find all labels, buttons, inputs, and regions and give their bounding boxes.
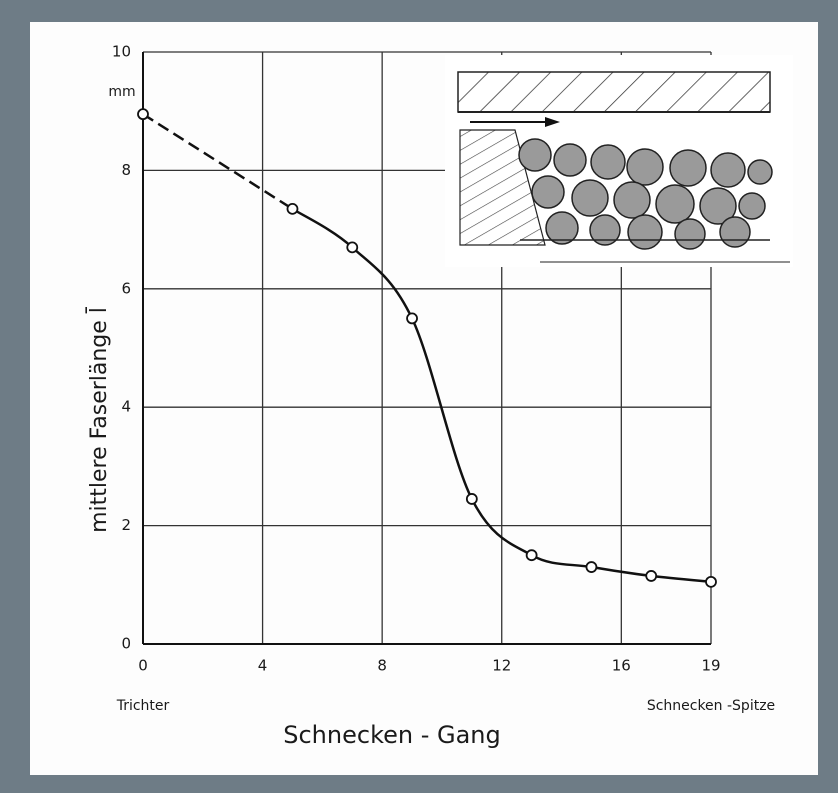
x-tick-label: 19 (701, 657, 720, 675)
data-point (465, 493, 478, 505)
x-tick-label: 16 (612, 657, 631, 675)
y-tick-label: 10 (112, 43, 131, 61)
data-point (346, 241, 359, 254)
y-unit: mm (108, 84, 135, 100)
y-tick-label: 6 (121, 279, 131, 297)
x-end-label: Schnecken -Spitze (647, 698, 775, 714)
data-point (286, 202, 299, 215)
x-tick-label: 8 (377, 657, 387, 675)
x-start-label: Trichter (116, 698, 170, 714)
data-point (645, 570, 658, 582)
inset-drawing (445, 55, 793, 267)
x-axis-label: Schnecken - Gang (283, 721, 501, 749)
x-tick-label: 4 (258, 657, 268, 675)
line-solid (291, 207, 712, 584)
y-tick-label: 2 (121, 516, 131, 534)
data-point (525, 549, 538, 562)
line-dashed (142, 113, 294, 210)
data-point (406, 312, 418, 325)
x-tick-label: 0 (138, 657, 148, 675)
y-tick-label: 4 (121, 398, 131, 416)
y-tick-label: 0 (121, 635, 131, 653)
y-axis-label: mittlere Faserlänge l̄ (86, 307, 112, 533)
data-point (585, 561, 598, 573)
data-point (137, 108, 149, 121)
y-tick-label: 8 (121, 161, 131, 179)
data-point (705, 575, 717, 588)
x-tick-label: 12 (492, 657, 511, 675)
